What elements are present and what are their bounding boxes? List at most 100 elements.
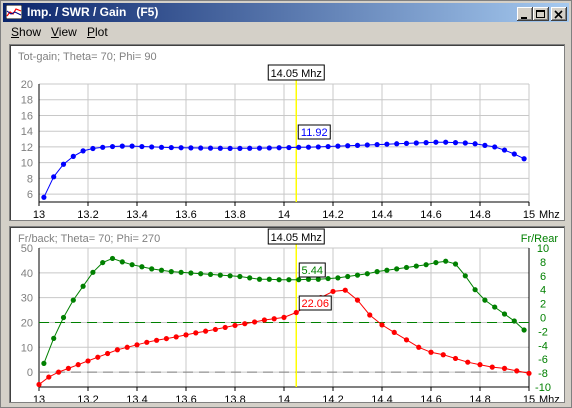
close-button[interactable]: [551, 7, 567, 21]
y-tick-label: 30: [21, 293, 33, 305]
data-point: [65, 365, 71, 371]
value-label-box: [297, 124, 331, 140]
data-point: [367, 312, 373, 318]
data-point: [345, 273, 351, 280]
y-tick-label: 0: [27, 367, 33, 379]
title-bar[interactable]: Imp. / SWR / Gain (F5): [3, 3, 569, 22]
data-point: [472, 287, 478, 293]
x-tick-label: 14.8: [469, 394, 490, 402]
data-point: [237, 273, 243, 280]
data-point: [256, 145, 263, 151]
menu-plot[interactable]: Plot: [87, 25, 108, 39]
x-unit-label: Mhz: [539, 209, 560, 220]
x-tick-label: 13: [33, 394, 45, 402]
data-point: [416, 344, 422, 350]
right-axis-title: Fr/Rear: [521, 233, 559, 245]
data-point: [158, 144, 165, 150]
data-point: [526, 370, 532, 376]
data-point: [100, 144, 106, 150]
maximize-icon: [536, 10, 545, 18]
data-point: [256, 276, 263, 282]
y-tick-label: 40: [21, 268, 33, 280]
data-point: [354, 272, 361, 278]
gain-chart[interactable]: Tot-gain; Theta= 70; Phi= 90 6 8 10 12 14 16 18…: [10, 45, 564, 221]
data-point: [178, 145, 184, 151]
data-point: [198, 145, 204, 151]
y2-tick-label: -4: [538, 340, 548, 352]
data-point: [109, 143, 116, 150]
chart-title: Tot-gain; Theta= 70; Phi= 90: [18, 51, 157, 63]
data-point: [168, 269, 174, 275]
data-point: [129, 262, 135, 268]
data-point: [70, 297, 76, 303]
data-point: [492, 304, 498, 310]
data-point: [501, 365, 508, 371]
menu-bar: Show View Plot: [3, 23, 569, 41]
data-point: [60, 161, 67, 167]
frback-chart[interactable]: Fr/back; Theta= 70; Phi= 270 Fr/Rear01020…: [10, 227, 564, 406]
data-point: [335, 143, 341, 149]
chart-title: Fr/back; Theta= 70; Phi= 270: [18, 233, 160, 245]
data-point: [452, 355, 459, 362]
data-point: [511, 318, 517, 324]
x-tick-label: 14.2: [322, 209, 343, 220]
data-point: [394, 266, 400, 272]
data-point: [492, 144, 498, 150]
data-point: [198, 271, 204, 277]
x-tick-label: 13.4: [126, 394, 147, 402]
x-tick-label: 13.4: [126, 209, 147, 220]
data-point: [462, 140, 468, 146]
data-point: [364, 271, 370, 277]
y-tick-label: 50: [21, 243, 33, 255]
data-point: [462, 273, 468, 279]
maximize-button[interactable]: [533, 7, 549, 21]
series-line: [38, 289, 530, 385]
data-point: [489, 364, 495, 370]
x-tick-label: 13.6: [175, 394, 196, 402]
x-tick-label: 13.8: [224, 394, 245, 402]
data-point: [139, 264, 145, 270]
data-point: [203, 328, 209, 334]
data-point: [325, 275, 331, 282]
minimize-button[interactable]: [517, 7, 533, 21]
data-point: [51, 174, 57, 180]
data-point: [452, 261, 459, 267]
x-tick-label: 14.2: [322, 394, 343, 402]
x-tick-label: 14.4: [371, 394, 392, 402]
y-tick-label: 14: [21, 126, 33, 138]
data-point: [423, 262, 429, 268]
y2-tick-label: 8: [540, 257, 546, 269]
frrear-value-box: [298, 262, 326, 278]
y-tick-label: 16: [21, 110, 33, 122]
data-point: [521, 156, 527, 162]
y-tick-label: 18: [21, 95, 33, 107]
menu-show[interactable]: Show: [11, 25, 42, 39]
data-point: [266, 145, 272, 151]
window-title: Imp. / SWR / Gain (F5): [27, 5, 159, 19]
data-point: [232, 322, 238, 329]
data-point: [105, 350, 111, 357]
y2-tick-label: -2: [538, 326, 548, 338]
y2-tick-label: 6: [540, 271, 546, 283]
data-point: [433, 259, 439, 266]
data-point: [330, 288, 336, 295]
data-point: [271, 316, 277, 322]
x-tick-label: 14: [278, 394, 290, 402]
data-point: [178, 269, 184, 275]
data-point: [222, 324, 228, 331]
data-point: [433, 139, 439, 145]
data-point: [168, 144, 174, 151]
data-point: [286, 144, 292, 151]
menu-view[interactable]: View: [51, 25, 77, 39]
data-point: [521, 327, 527, 333]
close-icon: [554, 10, 563, 19]
y2-tick-label: 10: [537, 243, 549, 255]
data-point: [423, 140, 429, 146]
cursor-label-box: [267, 228, 325, 245]
data-point: [342, 287, 348, 293]
y2-tick-label: 2: [540, 299, 546, 311]
data-point: [276, 145, 282, 151]
data-point: [227, 273, 233, 279]
x-tick-label: 14.6: [420, 209, 441, 220]
